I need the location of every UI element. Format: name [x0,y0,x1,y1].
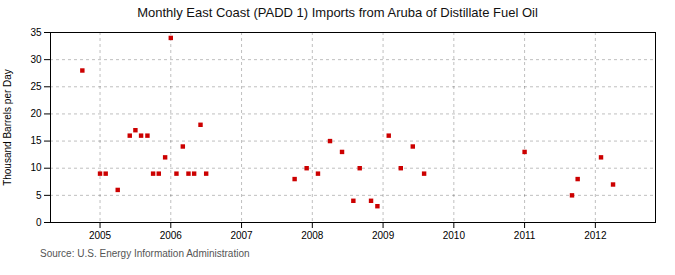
svg-text:15: 15 [30,135,42,146]
svg-text:2010: 2010 [443,230,466,241]
svg-text:2008: 2008 [301,230,324,241]
html-text:Source: U.S. Energy Informatio: Source: U.S. Energy Information Administ… [40,248,250,259]
svg-text:2009: 2009 [372,230,395,241]
svg-text:2005: 2005 [89,230,112,241]
svg-text:5: 5 [36,190,42,201]
svg-text:20: 20 [30,108,42,119]
svg-text:2011: 2011 [514,230,536,241]
svg-text:2012: 2012 [584,230,607,241]
svg-text:Thousand Barrels per Day: Thousand Barrels per Day [2,69,13,186]
svg-text:35: 35 [30,27,42,38]
svg-text:10: 10 [30,162,42,173]
svg-text:2007: 2007 [230,230,253,241]
svg-text:25: 25 [30,81,42,92]
svg-text:2006: 2006 [160,230,183,241]
svg-text:30: 30 [30,54,42,65]
html-text:Monthly East Coast (PADD 1) Im: Monthly East Coast (PADD 1) Imports from… [137,5,538,20]
svg-text:0: 0 [36,217,42,228]
